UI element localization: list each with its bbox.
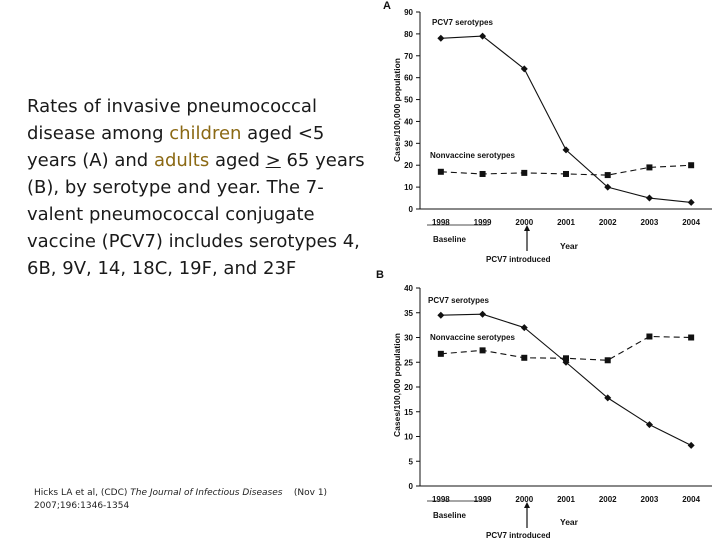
data-point-square (437, 350, 444, 357)
caption-ge-symbol: > (265, 150, 281, 171)
data-point-square (646, 164, 653, 171)
y-tick-label: 10 (404, 433, 413, 442)
y-tick-label: 20 (404, 383, 413, 392)
data-point-diamond (562, 146, 570, 154)
y-tick-label: 0 (409, 205, 414, 214)
baseline-label: Baseline (433, 235, 466, 244)
series-line (440, 35, 692, 203)
data-point-diamond (604, 183, 612, 191)
data-point-square (437, 168, 444, 175)
x-tick-label: 1998 (432, 495, 450, 504)
x-tick-label: 1999 (474, 495, 492, 504)
introduced-arrowhead (524, 502, 530, 508)
panel-label: A (383, 0, 391, 12)
x-axis-label: Year (560, 517, 579, 527)
data-point-square (479, 170, 486, 177)
data-point-square (521, 354, 528, 361)
citation-date: (Nov 1) (293, 488, 328, 498)
citation-ref: 2007;196:1346-1354 (34, 501, 130, 511)
y-tick-label: 30 (404, 139, 413, 148)
y-tick-label: 40 (404, 117, 413, 126)
x-tick-label: 2001 (557, 218, 575, 227)
x-axis-label: Year (560, 241, 579, 251)
citation: Hicks LA et al, (CDC) The Journal of Inf… (34, 487, 364, 513)
x-tick-label: 2002 (599, 495, 617, 504)
data-point-square (604, 357, 611, 364)
series-label: Nonvaccine serotypes (430, 151, 515, 160)
data-point-diamond (479, 32, 487, 40)
data-point-square (563, 355, 569, 362)
x-tick-label: 2004 (682, 495, 700, 504)
caption-part: aged (209, 150, 266, 171)
data-point-diamond (645, 194, 653, 202)
x-tick-label: 2002 (599, 218, 617, 227)
baseline-label: Baseline (433, 511, 466, 520)
y-tick-label: 10 (404, 183, 413, 192)
y-tick-label: 25 (404, 358, 413, 367)
data-point-square (688, 334, 695, 341)
data-point-diamond (520, 65, 528, 73)
data-point-diamond (437, 34, 445, 42)
introduced-annotation: PCV7 introduced (486, 531, 551, 540)
data-point-diamond (687, 198, 695, 206)
x-tick-label: 1998 (432, 218, 450, 227)
y-axis-label: Cases/100,000 population (392, 333, 402, 437)
introduced-arrowhead (524, 225, 530, 231)
y-tick-label: 40 (404, 284, 413, 293)
y-tick-label: 70 (404, 52, 413, 61)
series-label: PCV7 serotypes (428, 296, 489, 305)
data-point-square (688, 162, 695, 169)
y-tick-label: 5 (409, 457, 414, 466)
y-tick-label: 50 (404, 96, 413, 105)
citation-journal: The Journal of Infectious Diseases (130, 488, 283, 498)
data-point-diamond (604, 394, 612, 402)
x-tick-label: 2003 (641, 495, 659, 504)
x-tick-label: 2000 (515, 218, 533, 227)
y-tick-label: 35 (404, 309, 413, 318)
data-point-square (521, 169, 528, 176)
caption-part: aged <5 years (A) and (27, 123, 325, 171)
data-point-diamond (687, 441, 695, 449)
y-axis-label: Cases/100,000 population (392, 58, 402, 162)
introduced-annotation: PCV7 introduced (486, 255, 551, 264)
y-tick-label: 30 (404, 334, 413, 343)
data-point-square (479, 347, 486, 354)
y-tick-label: 80 (404, 30, 413, 39)
caption-adults: adults (153, 150, 210, 171)
series-label: PCV7 serotypes (432, 18, 493, 27)
series-label: Nonvaccine serotypes (430, 333, 515, 342)
data-point-square (646, 333, 653, 340)
caption: Rates of invasive pneumococcal disease a… (27, 93, 372, 282)
x-tick-label: 2004 (682, 218, 700, 227)
y-tick-label: 60 (404, 74, 413, 83)
x-tick-label: 1999 (474, 218, 492, 227)
y-tick-label: 90 (404, 8, 413, 17)
panel-label: B (376, 269, 384, 281)
data-point-diamond (437, 311, 445, 319)
y-tick-label: 15 (404, 408, 413, 417)
data-point-square (604, 172, 611, 179)
caption-part: 65 years (B), by serotype and year. The … (27, 150, 365, 279)
y-tick-label: 0 (409, 482, 414, 491)
data-point-diamond (645, 421, 653, 429)
caption-part: Rates of invasive pneumococcal disease a… (27, 96, 317, 144)
y-tick-label: 20 (404, 161, 413, 170)
data-point-diamond (520, 324, 528, 332)
x-tick-label: 2003 (641, 218, 659, 227)
citation-authors: Hicks LA et al, (CDC) (34, 488, 131, 498)
data-point-diamond (479, 310, 487, 318)
x-tick-label: 2001 (557, 495, 575, 504)
data-point-square (563, 170, 569, 177)
x-tick-label: 2000 (515, 495, 533, 504)
caption-children: children (169, 123, 242, 144)
